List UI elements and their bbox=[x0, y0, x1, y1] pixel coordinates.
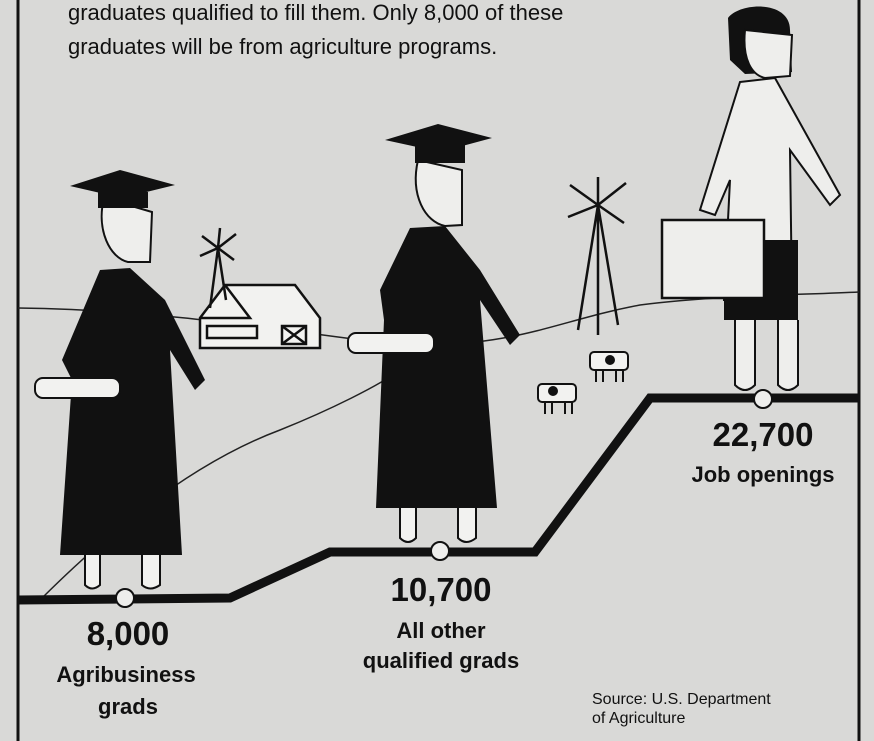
step-value: 8,000 bbox=[87, 615, 170, 652]
intro-line: graduates will be from agriculture progr… bbox=[68, 34, 497, 59]
step-marker bbox=[431, 542, 449, 560]
step-label: grads bbox=[98, 694, 158, 719]
step-label: All other bbox=[396, 618, 486, 643]
step-value: 22,700 bbox=[713, 416, 814, 453]
step-marker bbox=[116, 589, 134, 607]
step-label: qualified grads bbox=[363, 648, 519, 673]
page: {"intro": {"lines": ["graduates qualifie… bbox=[0, 0, 874, 741]
source-line: of Agriculture bbox=[592, 710, 685, 727]
intro-line: graduates qualified to fill them. Only 8… bbox=[68, 0, 563, 25]
step-value: 10,700 bbox=[391, 571, 492, 608]
infographic: graduates qualified to fill them. Only 8… bbox=[0, 0, 874, 741]
step-marker bbox=[754, 390, 772, 408]
step-label: Job openings bbox=[692, 462, 835, 487]
source-line: Source: U.S. Department bbox=[592, 691, 771, 708]
step-label: Agribusiness bbox=[56, 662, 195, 687]
